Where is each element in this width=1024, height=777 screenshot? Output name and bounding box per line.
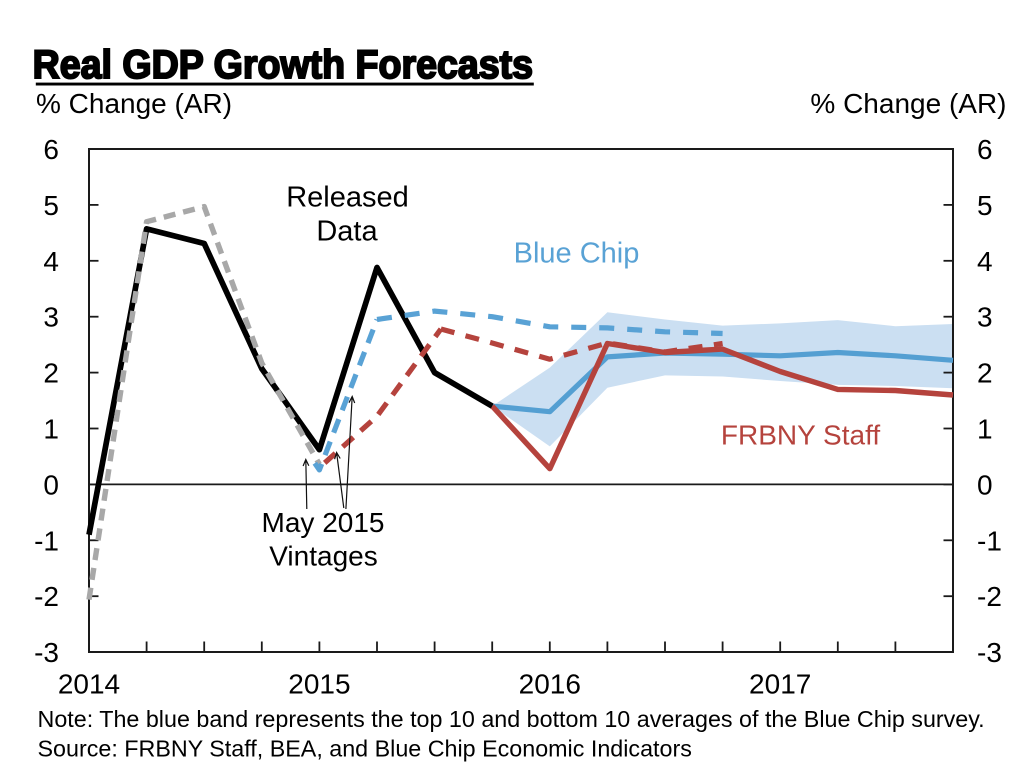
svg-text:5: 5 [977, 190, 993, 221]
svg-text:2: 2 [43, 358, 59, 389]
svg-text:-2: -2 [34, 581, 59, 612]
svg-text:5: 5 [43, 190, 59, 221]
svg-text:-1: -1 [34, 525, 59, 556]
svg-text:2016: 2016 [519, 669, 581, 700]
svg-text:0: 0 [43, 469, 59, 500]
svg-text:1: 1 [43, 414, 59, 445]
svg-text:2: 2 [977, 358, 993, 389]
svg-text:2017: 2017 [749, 669, 811, 700]
svg-text:% Change (AR): % Change (AR) [36, 88, 232, 119]
svg-text:Vintages: Vintages [269, 541, 377, 572]
svg-text:Source: FRBNY Staff, BEA, and: Source: FRBNY Staff, BEA, and Blue Chip … [38, 736, 692, 762]
svg-text:% Change (AR): % Change (AR) [810, 88, 1006, 119]
svg-text:Note: The blue band represents: Note: The blue band represents the top 1… [38, 706, 985, 732]
svg-text:3: 3 [977, 302, 993, 333]
svg-text:Real GDP Growth Forecasts: Real GDP Growth Forecasts [33, 42, 533, 87]
svg-text:Blue Chip: Blue Chip [514, 238, 640, 270]
svg-text:-2: -2 [977, 581, 1002, 612]
svg-text:-1: -1 [977, 525, 1002, 556]
svg-text:-3: -3 [34, 637, 59, 668]
svg-text:Data: Data [316, 216, 378, 248]
svg-text:Released: Released [286, 182, 409, 214]
svg-text:-3: -3 [977, 637, 1002, 668]
svg-text:4: 4 [977, 246, 993, 277]
svg-text:6: 6 [43, 134, 59, 165]
svg-text:May 2015: May 2015 [262, 507, 385, 538]
svg-text:4: 4 [43, 246, 59, 277]
svg-text:2014: 2014 [58, 669, 120, 700]
svg-text:6: 6 [977, 134, 993, 165]
svg-text:1: 1 [977, 414, 993, 445]
svg-text:2015: 2015 [288, 669, 350, 700]
svg-text:3: 3 [43, 302, 59, 333]
svg-text:0: 0 [977, 469, 993, 500]
svg-text:FRBNY Staff: FRBNY Staff [721, 420, 880, 451]
